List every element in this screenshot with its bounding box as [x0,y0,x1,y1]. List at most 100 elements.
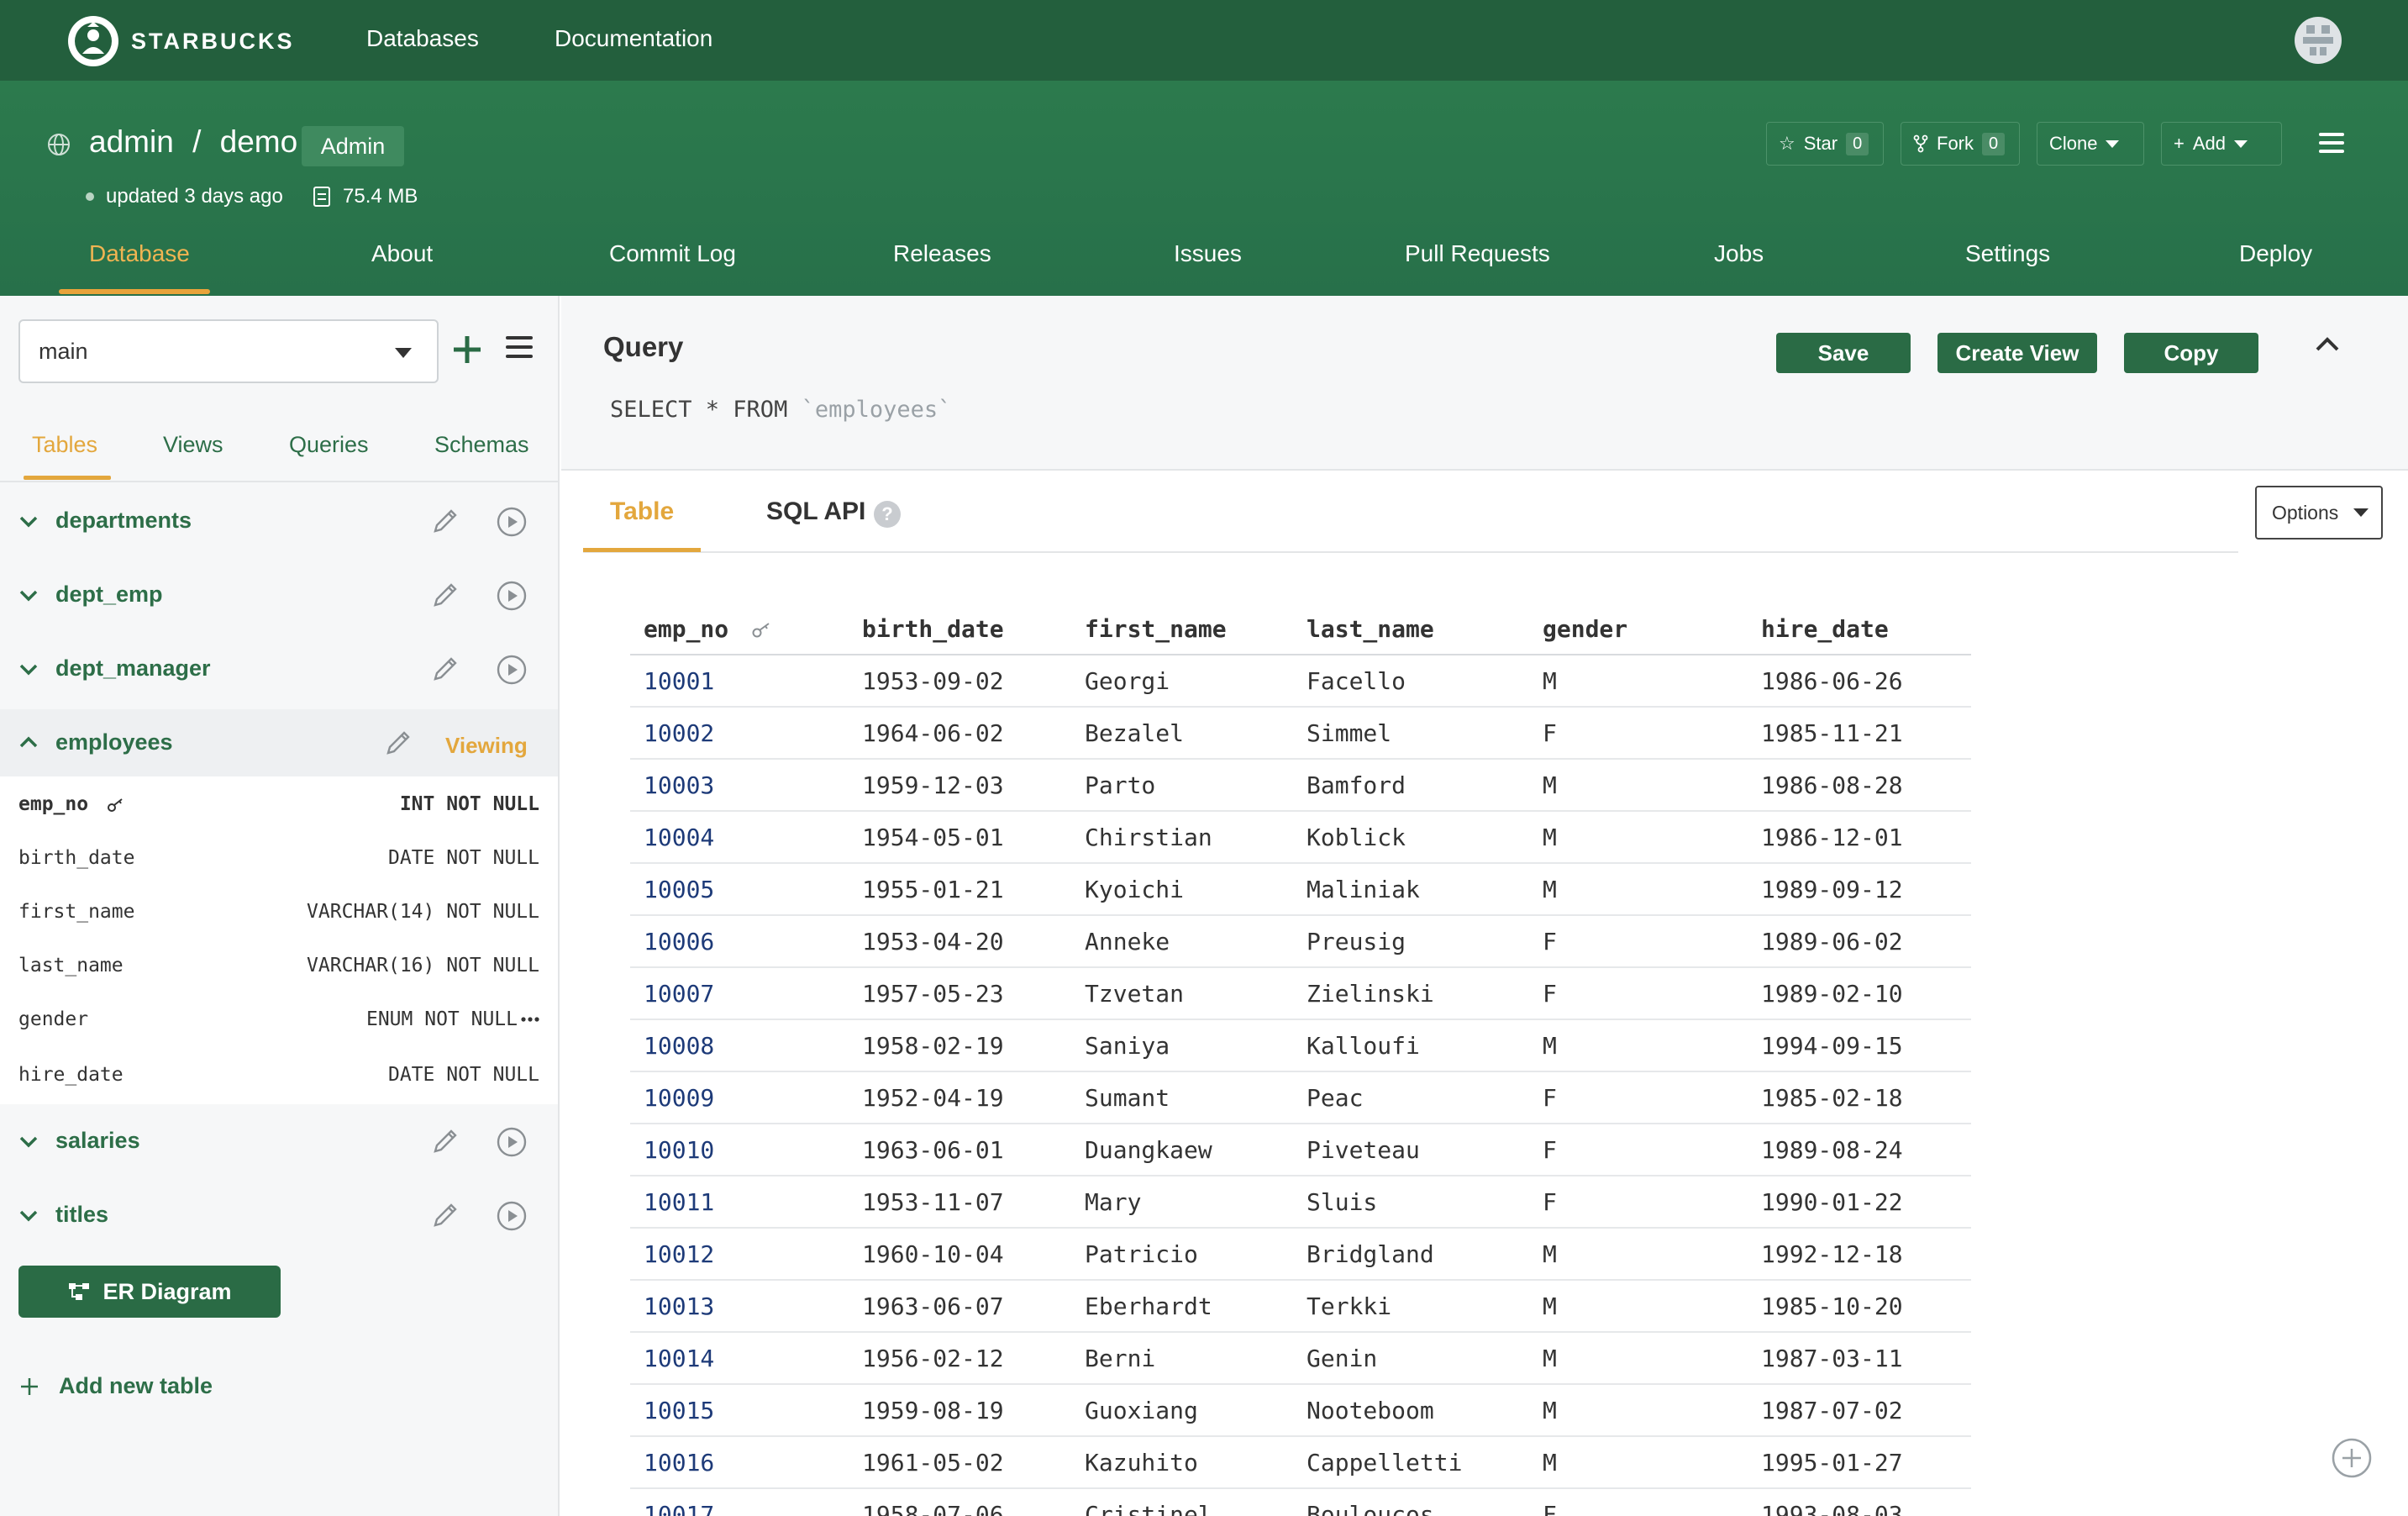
column-header[interactable]: first_name [1085,615,1227,643]
pencil-icon[interactable] [430,1200,460,1230]
save-button[interactable]: Save [1776,333,1911,373]
column-header[interactable]: emp_no [644,615,773,643]
tab-settings[interactable]: Settings [1965,240,2051,266]
tab-pull-requests[interactable]: Pull Requests [1405,240,1550,266]
tab-about[interactable]: About [371,240,434,266]
clone-dropdown[interactable]: Clone [2037,122,2144,166]
tab-commit-log[interactable]: Commit Log [609,240,736,266]
tab-table[interactable]: Table [610,497,675,525]
table-row[interactable]: 10014 1956-02-12 Berni Genin M 1987-03-11 [630,1333,1971,1385]
table-item-employees[interactable]: employees Viewing [0,709,558,776]
menu-icon[interactable] [2319,133,2344,153]
play-icon[interactable] [496,580,528,612]
play-icon[interactable] [496,654,528,686]
tab-issues[interactable]: Issues [1174,240,1242,266]
pencil-icon[interactable] [430,580,460,610]
table-row[interactable]: 10012 1960-10-04 Patricio Bridgland M 1992-12… [630,1229,1971,1281]
query-editor[interactable]: SELECT * FROM `employees` [610,397,951,423]
row-id-link[interactable]: 10004 [644,824,715,851]
sidebar-tab-schemas[interactable]: Schemas [434,432,529,457]
row-id-link[interactable]: 10005 [644,876,715,903]
row-id-link[interactable]: 10006 [644,928,715,955]
table-row[interactable]: 10003 1959-12-03 Parto Bamford M 1986-08-28 [630,760,1971,812]
row-id-link[interactable]: 10002 [644,719,715,747]
repo-name[interactable]: demo [219,124,298,159]
row-id-link[interactable]: 10012 [644,1240,715,1268]
pencil-icon[interactable] [430,1126,460,1156]
repo-owner[interactable]: admin [89,124,174,159]
table-row[interactable]: 10007 1957-05-23 Tzvetan Zielinski F 1989-02-… [630,968,1971,1020]
table-cell: M [1543,1292,1557,1320]
column-header[interactable]: last_name [1307,615,1434,643]
add-dropdown[interactable]: + Add [2161,122,2282,166]
table-item-dept-emp[interactable]: dept_emp [0,561,558,629]
create-view-button[interactable]: Create View [1937,333,2097,373]
table-item-salaries[interactable]: salaries [0,1108,558,1175]
copy-button[interactable]: Copy [2124,333,2258,373]
sidebar-tab-views[interactable]: Views [163,432,223,457]
help-icon[interactable]: ? [874,501,901,528]
table-row[interactable]: 10009 1952-04-19 Sumant Peac F 1985-02-18 [630,1072,1971,1124]
table-item-departments[interactable]: departments [0,487,558,555]
row-id-link[interactable]: 10014 [644,1345,715,1372]
row-id-link[interactable]: 10008 [644,1032,715,1060]
add-label: Add [2192,133,2227,154]
table-row[interactable]: 10004 1954-05-01 Chirstian Koblick M 1986-12-… [630,812,1971,864]
sidebar-tab-queries[interactable]: Queries [289,432,369,457]
add-circle-icon[interactable] [2331,1437,2373,1479]
row-id-link[interactable]: 10010 [644,1136,715,1164]
table-row[interactable]: 10001 1953-09-02 Georgi Facello M 1986-06-26 [630,655,1971,708]
tab-database[interactable]: Database [89,240,190,266]
pencil-icon[interactable] [430,654,460,684]
options-dropdown[interactable]: Options [2255,486,2383,540]
more-options-icon[interactable] [521,1015,539,1024]
play-icon[interactable] [496,506,528,538]
play-icon[interactable] [496,1126,528,1158]
row-id-link[interactable]: 10017 [644,1501,715,1516]
tab-releases[interactable]: Releases [893,240,991,266]
row-id-link[interactable]: 10009 [644,1084,715,1112]
table-row[interactable]: 10017 1958-07-06 Cristinel Bouloucos F 1993-0… [630,1489,1971,1516]
play-icon[interactable] [496,1200,528,1232]
nav-documentation[interactable]: Documentation [555,25,713,51]
table-row[interactable]: 10005 1955-01-21 Kyoichi Maliniak M 1989-09-1… [630,864,1971,916]
tab-deploy[interactable]: Deploy [2239,240,2313,266]
add-new-table-link[interactable]: Add new table [18,1373,213,1399]
table-row[interactable]: 10011 1953-11-07 Mary Sluis F 1990-01-22 [630,1176,1971,1229]
branch-list-icon[interactable] [506,336,533,361]
row-id-link[interactable]: 10007 [644,980,715,1008]
table-item-titles[interactable]: titles [0,1182,558,1249]
branch-selector[interactable]: main [18,319,439,383]
nav-databases[interactable]: Databases [366,25,479,51]
row-id-link[interactable]: 10013 [644,1292,715,1320]
table-row[interactable]: 10015 1959-08-19 Guoxiang Nooteboom M 1987-07… [630,1385,1971,1437]
row-id-link[interactable]: 10016 [644,1449,715,1477]
new-branch-plus-icon[interactable] [450,333,484,366]
sidebar-tab-tables[interactable]: Tables [32,432,98,457]
table-row[interactable]: 10006 1953-04-20 Anneke Preusig F 1989-06-02 [630,916,1971,968]
table-row[interactable]: 10010 1963-06-01 Duangkaew Piveteau F 1989-08… [630,1124,1971,1176]
table-item-dept-manager[interactable]: dept_manager [0,635,558,703]
table-row[interactable]: 10008 1958-02-19 Saniya Kalloufi M 1994-09-15 [630,1020,1971,1072]
column-header[interactable]: birth_date [862,615,1004,643]
tab-sql-api[interactable]: SQL API [766,497,866,525]
fork-button[interactable]: Fork 0 [1901,122,2020,166]
row-id-link[interactable]: 10001 [644,667,715,695]
pencil-icon[interactable] [430,506,460,536]
star-button[interactable]: ☆ Star 0 [1766,122,1884,166]
column-header[interactable]: hire_date [1761,615,1889,643]
viewing-label: Viewing [445,733,528,758]
user-avatar[interactable] [2295,17,2342,64]
er-diagram-button[interactable]: ER Diagram [18,1266,281,1318]
row-id-link[interactable]: 10011 [644,1188,715,1216]
brand-logo[interactable]: STARBUCKS [67,15,295,67]
table-row[interactable]: 10013 1963-06-07 Eberhardt Terkki M 1985-10-2… [630,1281,1971,1333]
chevron-up-icon[interactable] [2314,334,2341,355]
tab-jobs[interactable]: Jobs [1714,240,1764,266]
row-id-link[interactable]: 10015 [644,1397,715,1424]
table-row[interactable]: 10016 1961-05-02 Kazuhito Cappelletti M 1995-… [630,1437,1971,1489]
pencil-icon[interactable] [383,728,413,758]
row-id-link[interactable]: 10003 [644,771,715,799]
column-header[interactable]: gender [1543,615,1628,643]
table-row[interactable]: 10002 1964-06-02 Bezalel Simmel F 1985-11-21 [630,708,1971,760]
